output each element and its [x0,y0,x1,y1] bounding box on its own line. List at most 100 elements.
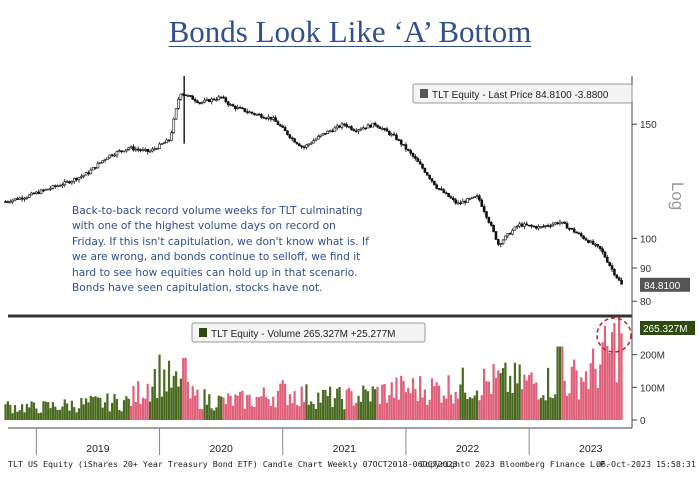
price-candle [380,128,384,130]
volume-bar [156,397,159,420]
price-candle [523,223,526,227]
volume-bar [70,400,73,420]
price-candle [215,99,218,101]
price-candle [300,145,303,148]
volume-bar [279,383,282,420]
volume-bar [513,362,517,420]
price-candle [155,148,159,150]
price-candle [385,128,389,132]
price-candle [430,178,434,182]
price-candle [549,225,552,228]
volume-bar [487,381,490,420]
volume-bar [257,397,261,420]
volume-bar [509,375,512,420]
price-candle [475,195,479,198]
price-candle [395,134,398,140]
volume-bar [32,402,36,420]
volume-bar [435,382,438,420]
volume-bar [411,378,415,420]
volume-bar [23,412,26,420]
volume-bar [246,394,249,420]
price-candle [91,167,95,171]
volume-bar [419,376,422,420]
volume-bar [561,346,564,420]
volume-bar [260,396,263,420]
volume-bar [210,408,213,420]
price-candle [108,154,112,159]
price-candle [409,150,412,154]
volume-bar [265,397,268,420]
price-candle [134,148,138,151]
price-candle [551,223,555,227]
volume-bar [343,409,346,420]
price-candle [245,111,249,113]
price-candle [167,139,171,142]
price-candle [357,129,360,132]
price-candle [499,243,503,245]
volume-bar [148,401,152,420]
volume-bar [594,368,597,420]
volume-bar [494,377,498,420]
volume-bar [54,406,57,420]
price-candle [101,160,104,163]
price-candle [577,232,581,235]
price-candle [316,136,320,140]
price-candle [378,126,382,129]
volume-bar [613,323,616,420]
price-candle [271,117,275,120]
volume-bar [615,382,618,420]
price-candle [20,197,24,200]
price-candle [129,146,133,149]
price-candle [191,95,195,100]
price-candle [608,261,611,266]
volume-legend-box [191,322,426,343]
price-candle [35,191,38,194]
volume-bar [314,408,318,420]
price-candle [397,139,401,141]
price-candle [418,161,422,165]
volume-bar [414,388,417,420]
price-candle [113,154,116,157]
volume-bar [485,381,488,420]
volume-bar [357,395,360,420]
volume-bar [438,385,441,420]
price-candle [293,138,296,143]
price-candle [222,96,225,99]
volume-bar [326,396,329,420]
volume-bar [544,400,547,420]
vol-y-tick-label-100M: 100M [640,383,665,394]
volume-bar [445,398,448,420]
price-candle [141,149,145,151]
volume-bar [177,386,180,420]
price-candle [312,140,315,144]
volume-bar [390,382,393,420]
volume-bar [407,387,410,420]
price-candle [352,129,356,132]
price-candle [383,128,386,130]
volume-bar [137,381,140,420]
price-candle [49,188,52,190]
volume-bar [205,404,209,420]
volume-bar [35,408,38,420]
price-candle [295,141,299,145]
price-candle [440,188,443,191]
price-y-tick-label-150: 150 [640,120,657,131]
volume-bar [409,393,412,420]
volume-bar [381,384,384,420]
price-candle [480,199,484,207]
volume-bar [497,370,500,420]
volume-bar [37,413,40,420]
price-candle [6,201,10,203]
price-candle [260,114,263,118]
price-candle [563,221,566,224]
price-candle [508,233,512,235]
price-candle [82,174,86,177]
volume-bar [238,391,242,420]
price-candle [350,126,353,130]
volume-bar [208,394,211,420]
price-candle [428,174,431,179]
price-candle [94,167,97,169]
vol-y-tick-label-200M: 200M [640,351,665,362]
volume-bar [454,391,457,420]
price-candle [305,144,308,148]
